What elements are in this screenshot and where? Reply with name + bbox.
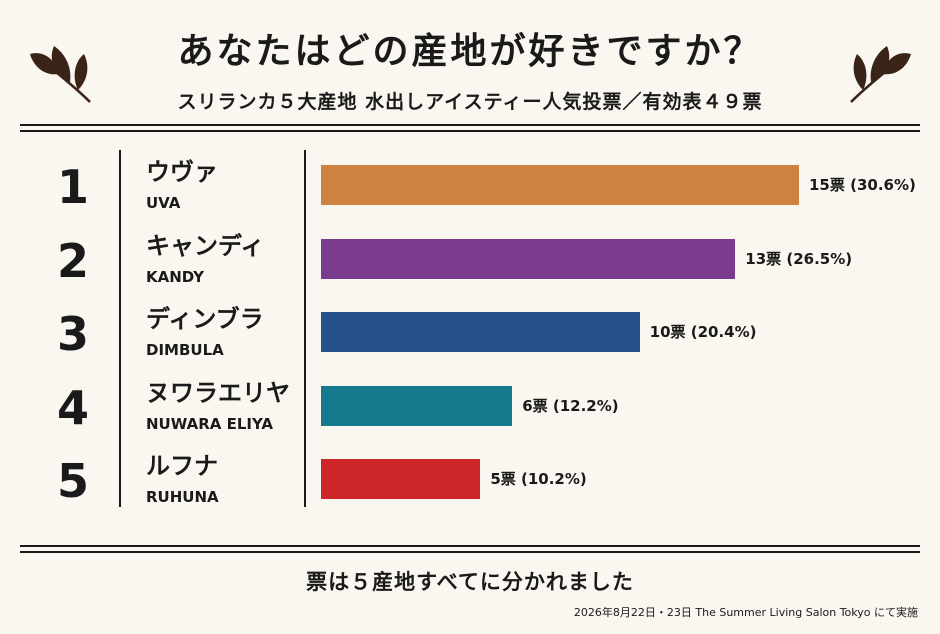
bar-value-label: 13票 (26.5%)	[745, 249, 853, 268]
page-subtitle: スリランカ５大産地 水出しアイスティー人気投票／有効表４９票	[177, 91, 763, 113]
region-name-en: DIMBULA	[146, 341, 224, 359]
bar-value-label: 10票 (20.4%)	[649, 323, 757, 341]
tea-leaf-icon	[850, 46, 911, 103]
rank-number: 3	[56, 307, 89, 361]
region-name-en: RUHUNA	[146, 488, 219, 506]
divider-right	[304, 150, 306, 507]
footer-rule-bottom	[20, 551, 920, 553]
region-name-en: UVA	[146, 194, 181, 212]
page-title: あなたはどの産地が好きですか？	[177, 30, 763, 72]
tea-leaf-icon	[30, 46, 91, 103]
header-rule-bottom	[20, 130, 920, 132]
bar-value-label: 15票 (30.6%)	[809, 176, 916, 194]
region-name-jp: ヌワラエリヤ	[146, 378, 290, 407]
footer-rule-top	[20, 545, 920, 547]
divider-left	[119, 150, 121, 507]
bar	[321, 238, 736, 279]
region-name-jp: ルフナ	[146, 452, 218, 480]
rank-number: 2	[56, 233, 89, 288]
region-name-jp: キャンディ	[146, 231, 265, 260]
bar-value-label: 5票 (10.2%)	[490, 470, 587, 488]
rank-number: 4	[56, 380, 89, 435]
rank-number: 5	[56, 454, 89, 508]
region-name-jp: ディンブラ	[146, 305, 264, 333]
region-name-jp: ウヴァ	[146, 158, 218, 186]
region-name-en: KANDY	[146, 267, 205, 286]
region-name-en: NUWARA ELIYA	[146, 414, 274, 433]
bar	[321, 165, 799, 205]
bar	[321, 385, 513, 426]
bar	[321, 312, 640, 352]
header-rule-top	[20, 124, 920, 126]
bar	[321, 459, 481, 499]
summary-text: 票は５産地すべてに分かれました	[306, 569, 634, 594]
rank-number: 1	[56, 160, 89, 214]
bar-value-label: 6票 (12.2%)	[522, 396, 619, 415]
survey-note: 2026年8月22日・23日 The Summer Living Salon T…	[573, 606, 918, 619]
